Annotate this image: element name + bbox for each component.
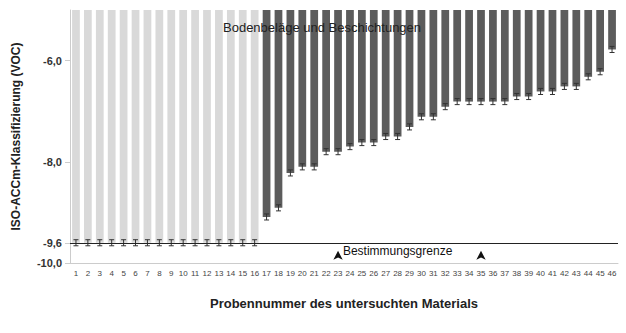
svg-text:43: 43 [572, 269, 581, 278]
svg-text:13: 13 [214, 269, 223, 278]
svg-text:39: 39 [524, 269, 533, 278]
svg-text:6: 6 [133, 269, 138, 278]
svg-text:-9,6: -9,6 [43, 237, 62, 249]
svg-text:10: 10 [179, 269, 188, 278]
svg-text:25: 25 [357, 269, 366, 278]
svg-text:21: 21 [310, 269, 319, 278]
svg-text:-6,0: -6,0 [43, 55, 62, 67]
svg-text:42: 42 [560, 269, 569, 278]
svg-text:40: 40 [536, 269, 545, 278]
svg-text:5: 5 [121, 269, 126, 278]
svg-text:29: 29 [405, 269, 414, 278]
svg-text:36: 36 [488, 269, 497, 278]
svg-text:28: 28 [393, 269, 402, 278]
svg-text:9: 9 [169, 269, 174, 278]
svg-text:-10,0: -10,0 [37, 257, 62, 269]
svg-text:44: 44 [584, 269, 593, 278]
svg-text:22: 22 [322, 269, 331, 278]
svg-text:46: 46 [608, 269, 617, 278]
svg-text:30: 30 [417, 269, 426, 278]
svg-text:-8,0: -8,0 [43, 156, 62, 168]
svg-text:14: 14 [226, 269, 235, 278]
svg-text:7: 7 [145, 269, 150, 278]
svg-text:2: 2 [86, 269, 91, 278]
svg-text:18: 18 [274, 269, 283, 278]
svg-text:33: 33 [453, 269, 462, 278]
svg-text:27: 27 [381, 269, 390, 278]
svg-text:Probennummer des untersuchten: Probennummer des untersuchten Materials [210, 296, 478, 311]
svg-text:11: 11 [191, 269, 200, 278]
svg-text:38: 38 [512, 269, 521, 278]
svg-text:3: 3 [98, 269, 103, 278]
svg-text:19: 19 [286, 269, 295, 278]
svg-text:31: 31 [429, 269, 438, 278]
svg-text:15: 15 [238, 269, 247, 278]
svg-text:45: 45 [596, 269, 605, 278]
svg-text:41: 41 [548, 269, 557, 278]
svg-text:16: 16 [250, 269, 259, 278]
svg-text:4: 4 [109, 269, 114, 278]
svg-text:34: 34 [465, 269, 474, 278]
svg-text:1: 1 [74, 269, 79, 278]
svg-text:20: 20 [298, 269, 307, 278]
svg-text:35: 35 [477, 269, 486, 278]
svg-text:17: 17 [262, 269, 271, 278]
svg-text:24: 24 [346, 269, 355, 278]
svg-text:12: 12 [203, 269, 212, 278]
svg-text:32: 32 [441, 269, 450, 278]
svg-text:8: 8 [157, 269, 162, 278]
svg-text:Bestimmungsgrenze: Bestimmungsgrenze [343, 244, 453, 258]
svg-text:ISO-ACCm-Klassifizierung (VOC): ISO-ACCm-Klassifizierung (VOC) [9, 42, 23, 230]
svg-text:23: 23 [334, 269, 343, 278]
svg-text:26: 26 [369, 269, 378, 278]
svg-text:Bodenbeläge und Beschichtungen: Bodenbeläge und Beschichtungen [223, 20, 421, 35]
svg-text:37: 37 [500, 269, 509, 278]
